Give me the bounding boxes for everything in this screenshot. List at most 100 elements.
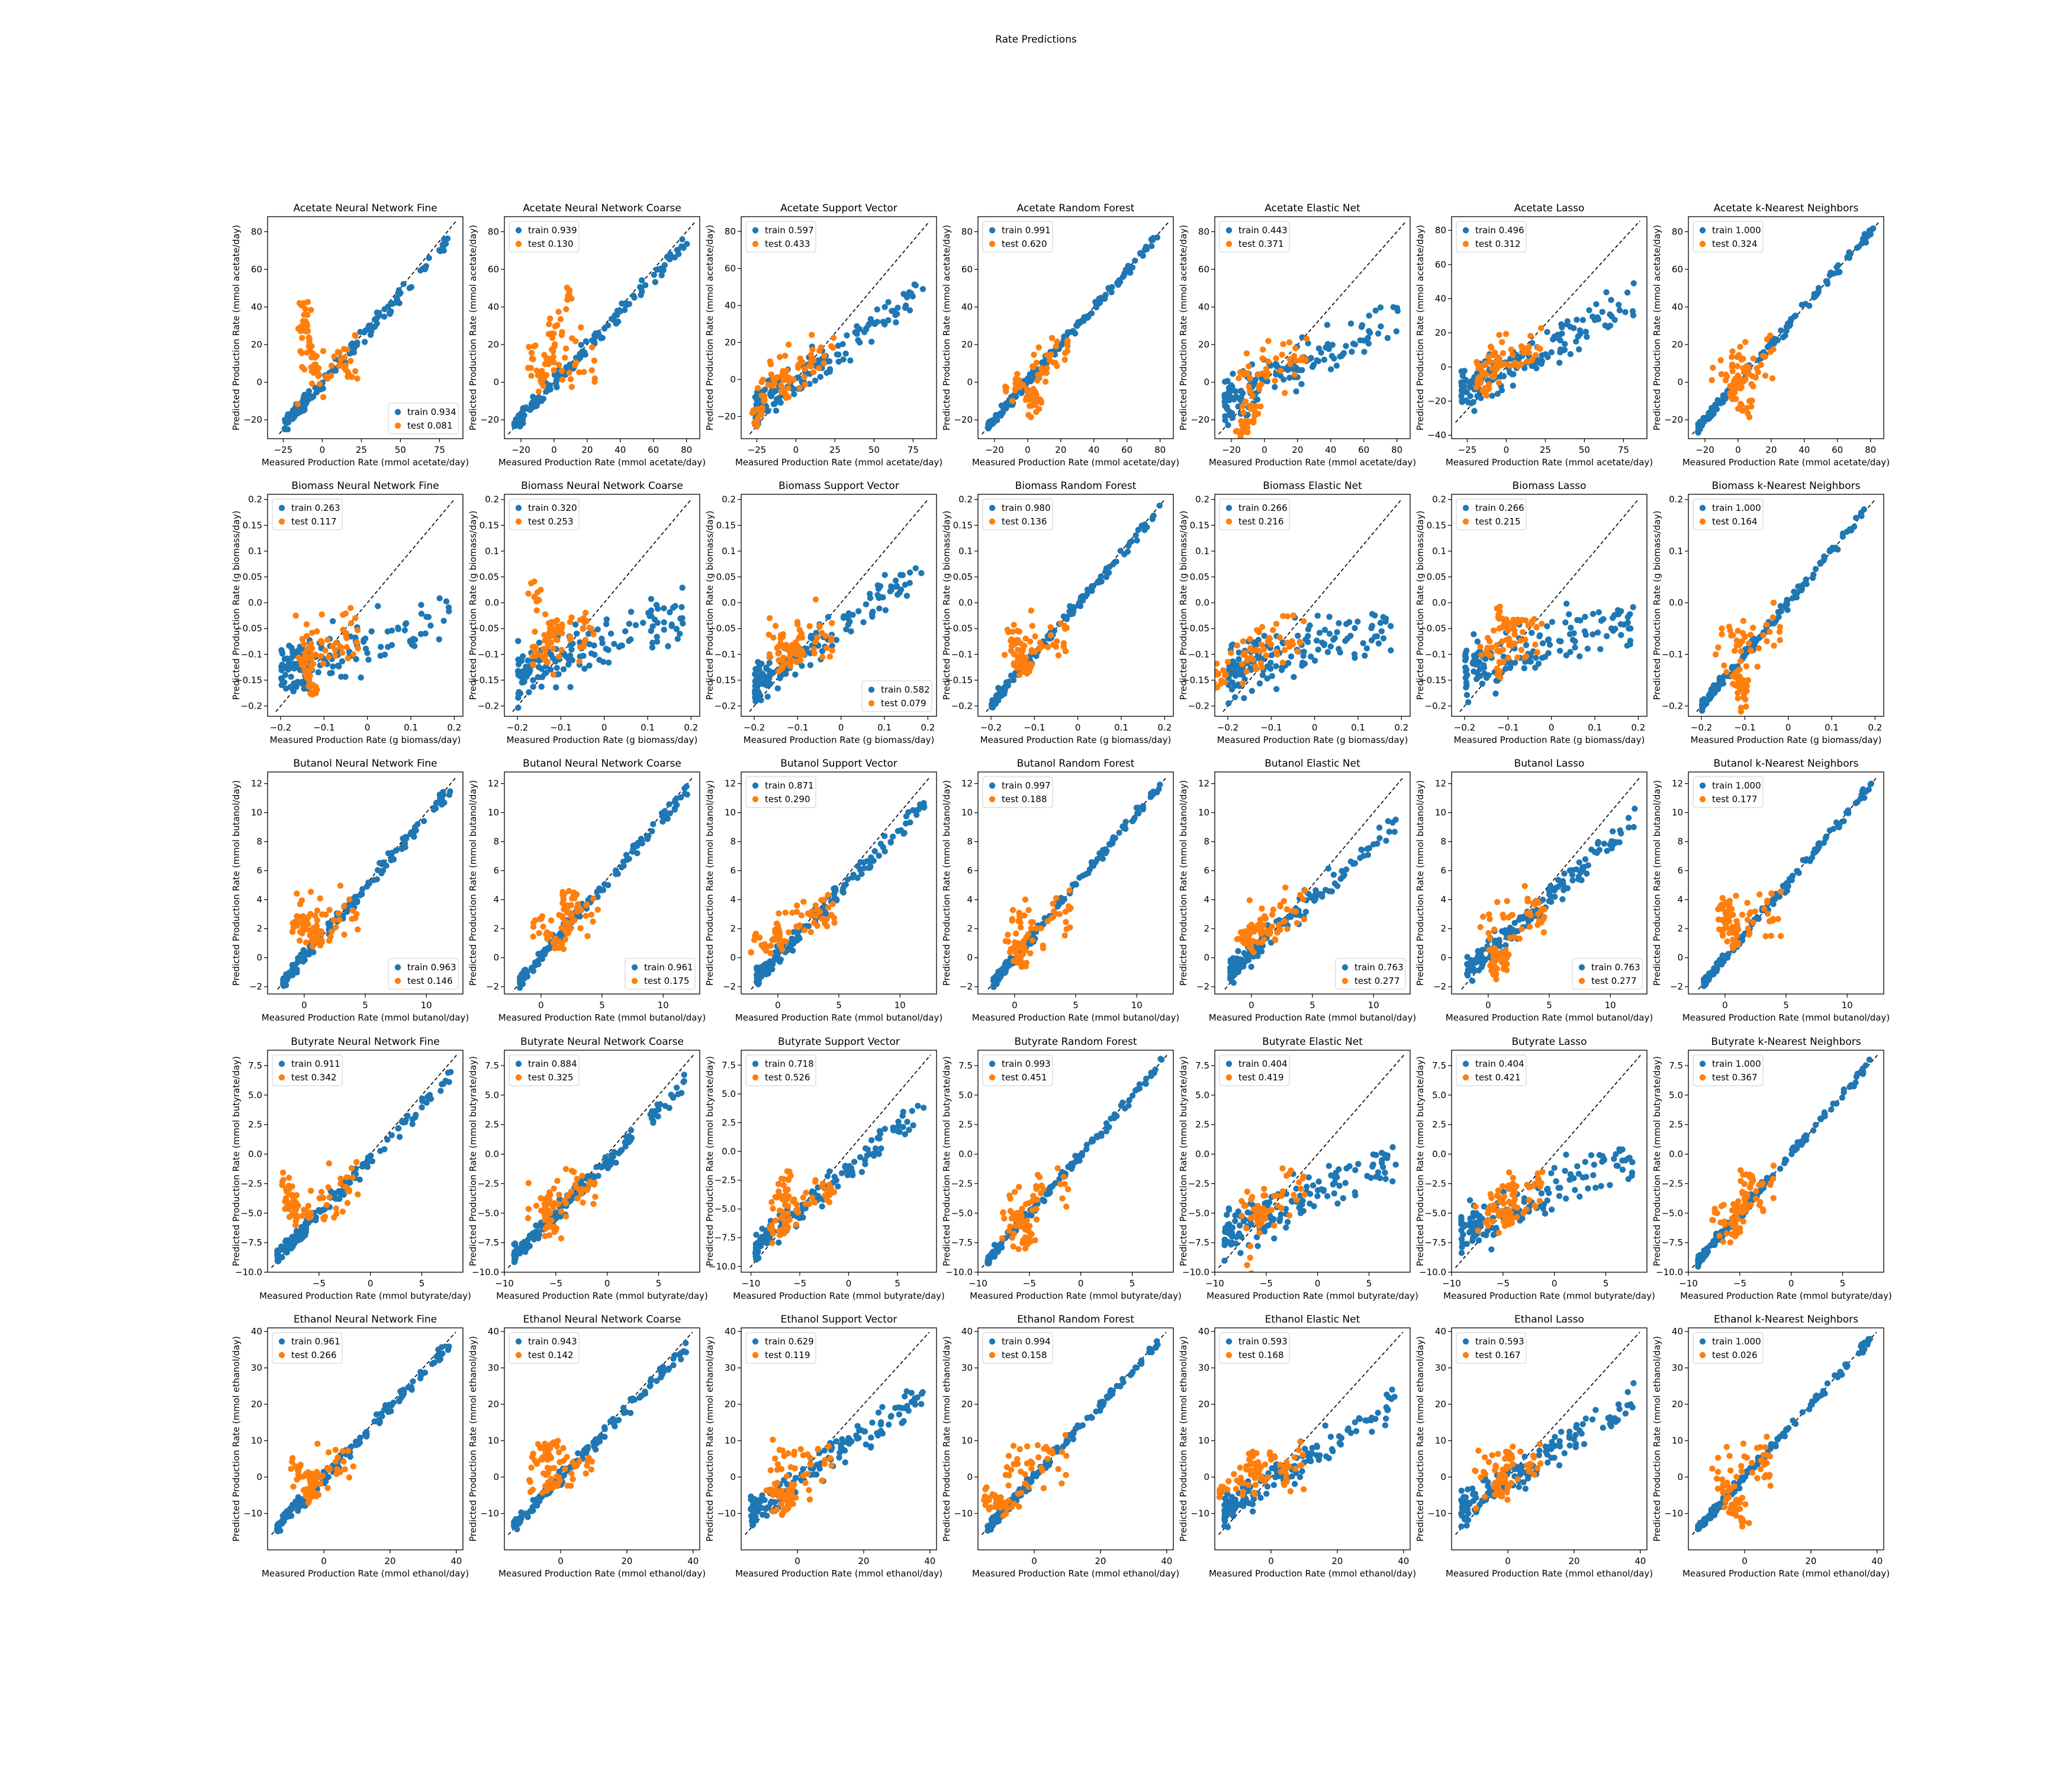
train-point xyxy=(1391,828,1398,835)
test-point xyxy=(765,631,772,638)
train-point xyxy=(1383,837,1389,844)
train-point xyxy=(794,932,802,940)
x-tick-label: −0.1 xyxy=(1260,722,1282,733)
test-point xyxy=(1491,374,1497,380)
train-point xyxy=(1523,642,1530,648)
train-point xyxy=(1366,845,1373,851)
test-point xyxy=(1042,378,1049,385)
legend-box xyxy=(1693,498,1764,530)
train-point xyxy=(1464,671,1471,678)
y-tick-label: 60 xyxy=(1435,259,1446,270)
y-tick-label: 10 xyxy=(725,807,736,818)
train-point xyxy=(1549,619,1556,625)
test-point xyxy=(352,368,359,375)
train-point xyxy=(854,863,861,870)
test-point xyxy=(1027,950,1034,957)
test-point xyxy=(1290,612,1297,619)
test-point xyxy=(538,915,545,922)
test-point xyxy=(1027,638,1034,645)
train-point xyxy=(845,610,852,617)
train-point xyxy=(1077,594,1085,601)
y-tick-label: 0.0 xyxy=(248,597,262,608)
subplot-4: Acetate Random Forest−20 0 20 40 60 80−200204… xyxy=(941,202,1179,468)
test-point xyxy=(1754,663,1761,670)
test-point xyxy=(1291,352,1298,359)
y-tick-label: 0.05 xyxy=(480,572,499,583)
train-point xyxy=(1225,700,1232,707)
x-axis-label: Measured Production Rate (mmol butanol/d… xyxy=(498,1012,706,1023)
train-point xyxy=(339,658,346,665)
train-point xyxy=(1333,362,1340,369)
train-point xyxy=(1622,309,1629,316)
test-point xyxy=(1048,351,1054,358)
train-point xyxy=(674,636,681,642)
x-tick-label: −0.2 xyxy=(744,722,765,733)
legend-test-marker xyxy=(394,977,401,984)
train-point xyxy=(1544,329,1550,336)
train-point xyxy=(362,635,369,642)
train-point xyxy=(1324,649,1331,655)
test-point xyxy=(1280,341,1286,348)
test-point xyxy=(341,931,348,938)
train-point xyxy=(1563,600,1570,607)
test-point xyxy=(289,928,296,935)
train-point xyxy=(529,399,536,406)
subplot-title: Acetate Elastic Net xyxy=(1265,202,1360,214)
test-point xyxy=(548,632,555,639)
x-tick-label: 0 xyxy=(1075,722,1081,733)
train-point xyxy=(906,307,913,314)
train-point xyxy=(356,892,363,899)
y-tick-label: −0.15 xyxy=(945,675,973,686)
test-point xyxy=(1018,961,1024,967)
test-point xyxy=(310,938,316,945)
y-tick-label: −20 xyxy=(954,414,973,425)
y-tick-label: −20 xyxy=(480,414,499,425)
test-point xyxy=(568,902,574,909)
test-point xyxy=(830,345,836,351)
train-point xyxy=(1314,357,1320,363)
test-point xyxy=(1755,645,1762,652)
train-point xyxy=(1254,953,1261,960)
y-tick-label: 0.0 xyxy=(1195,597,1209,608)
test-point xyxy=(1514,654,1521,661)
train-point xyxy=(1112,835,1119,841)
test-point xyxy=(1484,651,1491,657)
train-point xyxy=(860,619,867,626)
legend-train-label: train 1.000 xyxy=(1712,225,1761,236)
x-tick-label: 5 xyxy=(1073,1000,1079,1011)
x-axis-label: Measured Production Rate (g biomass/day) xyxy=(744,735,935,745)
y-tick-label: 10 xyxy=(251,807,262,818)
y-tick-label: 0.15 xyxy=(953,520,973,530)
legend-box xyxy=(1456,221,1527,253)
train-point xyxy=(1127,539,1133,546)
train-point xyxy=(383,863,390,869)
train-point xyxy=(278,646,285,654)
y-tick-label: 6 xyxy=(256,866,262,876)
test-point xyxy=(808,332,815,338)
train-point xyxy=(561,651,568,658)
test-point xyxy=(1064,343,1071,349)
test-point xyxy=(1777,637,1783,644)
train-point xyxy=(1594,629,1601,636)
train-point xyxy=(1742,647,1749,654)
test-point xyxy=(761,941,768,948)
train-point xyxy=(1293,388,1299,395)
y-tick-label: −0.2 xyxy=(1188,701,1209,712)
identity-line xyxy=(1455,220,1640,423)
train-point xyxy=(1624,619,1631,626)
train-point xyxy=(1099,855,1106,862)
test-point xyxy=(309,943,316,950)
x-tick-label: 60 xyxy=(648,445,659,455)
test-point xyxy=(1770,599,1777,606)
train-point xyxy=(1325,865,1332,872)
train-point xyxy=(876,605,883,612)
test-point xyxy=(1746,414,1753,420)
train-point xyxy=(525,657,531,664)
train-point xyxy=(1336,645,1342,652)
test-point xyxy=(1277,368,1284,374)
train-point xyxy=(1103,848,1110,854)
test-point xyxy=(767,382,774,389)
train-point xyxy=(1510,382,1516,389)
